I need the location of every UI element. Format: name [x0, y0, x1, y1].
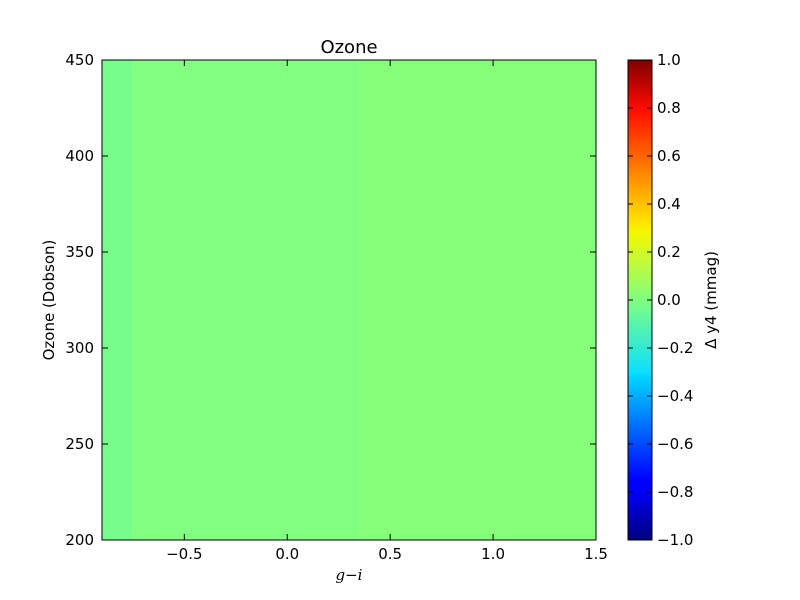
y-tick-label: 200: [65, 531, 94, 549]
colorbar-tick-label: −0.6: [657, 435, 693, 453]
y-tick-label: 300: [65, 339, 94, 357]
x-axis-ticks: −0.5 0.0 0.5 1.0 1.5: [166, 60, 608, 563]
colorbar: 1.0 0.8 0.6 0.4 0.2 0.0 −0.2 −0.4 −0.6 −0.8 −1.0 Δ…: [627, 51, 720, 549]
y-tick-label: 450: [65, 51, 94, 69]
colorbar-tick-label: 0.6: [657, 147, 681, 165]
x-axis-label: g−i: [336, 566, 363, 584]
colorbar-tick-label: 0.8: [657, 99, 681, 117]
heatmap-cell: [359, 60, 596, 540]
colorbar-ticks: 1.0 0.8 0.6 0.4 0.2 0.0 −0.2 −0.4 −0.6 −0.8 −1.0: [628, 51, 693, 549]
chart-title: Ozone: [320, 37, 377, 58]
heatmap-cells: [102, 60, 596, 540]
x-tick-label: 0.5: [378, 545, 402, 563]
heatmap-cell: [132, 60, 360, 540]
y-tick-label: 350: [65, 243, 94, 261]
colorbar-tick-label: 1.0: [657, 51, 681, 69]
y-tick-label: 250: [65, 435, 94, 453]
colorbar-label: Δ y4 (mmag): [702, 251, 720, 349]
colorbar-tick-label: −0.4: [657, 387, 693, 405]
x-tick-label: 0.0: [275, 545, 299, 563]
x-tick-label: 1.5: [584, 545, 608, 563]
y-axis-ticks: 200 250 300 350 400 450: [65, 51, 596, 549]
heatmap-cell: [102, 60, 133, 540]
x-tick-label: 1.0: [481, 545, 505, 563]
colorbar-tick-label: −0.8: [657, 483, 693, 501]
colorbar-tick-label: 0.2: [657, 243, 681, 261]
y-axis-label: Ozone (Dobson): [40, 240, 58, 361]
colorbar-tick-label: −1.0: [657, 531, 693, 549]
x-tick-label: −0.5: [166, 545, 202, 563]
colorbar-tick-label: −0.2: [657, 339, 693, 357]
plot-frame: [101, 59, 597, 541]
colorbar-tick-label: 0.4: [657, 195, 681, 213]
plot-area: −0.5 0.0 0.5 1.0 1.5 200 250 300 350 400 450: [65, 51, 608, 563]
y-tick-label: 400: [65, 147, 94, 165]
colorbar-tick-label: 0.0: [657, 291, 681, 309]
